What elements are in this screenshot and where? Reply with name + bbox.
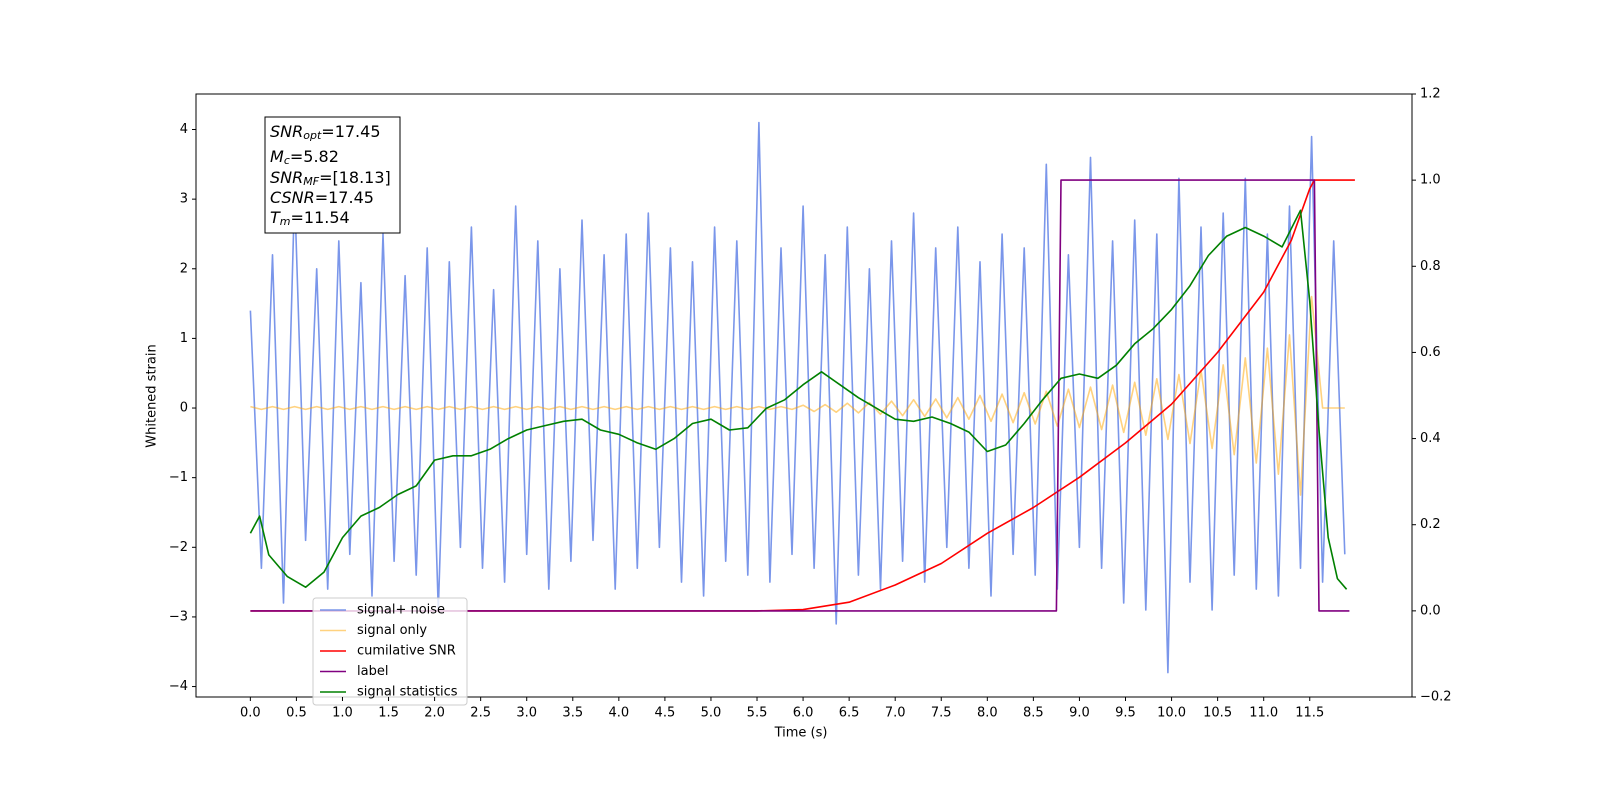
legend: signal+ noise signal only cumilative SNR la… <box>312 597 468 706</box>
y-tick-label: 2 <box>180 261 188 276</box>
annotation-subscript: opt <box>303 129 322 142</box>
x-tick-label: 11.0 <box>1249 706 1278 721</box>
annotation-symbol: CSNR <box>270 188 315 207</box>
y-axis-label: Whitened strain <box>145 344 160 447</box>
annotation-line: SNRopt=17.45 <box>270 122 381 143</box>
plot-area <box>249 121 1355 674</box>
annotation-line: SNRMF=[18.13] <box>270 168 391 189</box>
x-tick-label: 9.0 <box>1069 706 1090 721</box>
x-tick-label: 5.0 <box>701 706 722 721</box>
legend-label: signal+ noise <box>357 603 445 618</box>
annotation-subscript: m <box>280 215 291 228</box>
annotation-symbol: M <box>270 147 284 166</box>
y-tick-label: 1 <box>180 331 188 346</box>
x-tick-label: 3.5 <box>562 706 583 721</box>
legend-label: cumilative SNR <box>357 644 456 659</box>
x-tick-label: 10.5 <box>1203 706 1232 721</box>
x-tick-label: 6.0 <box>793 706 814 721</box>
x-tick-label: 7.5 <box>931 706 952 721</box>
x-tick-label: 9.5 <box>1115 706 1136 721</box>
annotation-line: Tm=11.54 <box>270 208 350 229</box>
annotation-value: =11.54 <box>291 208 350 227</box>
legend-label: label <box>357 664 388 679</box>
annotation-value: =5.82 <box>290 147 339 166</box>
y-tick-label: 4 <box>180 122 188 137</box>
y2-tick-label: 1.2 <box>1420 87 1441 102</box>
series-line <box>250 179 1350 612</box>
legend-label: signal only <box>357 623 427 638</box>
x-tick-label: 11.5 <box>1295 706 1324 721</box>
x-tick-label: 8.5 <box>1023 706 1044 721</box>
y2-tick-label: 0.6 <box>1420 345 1441 360</box>
y-tick-label: −2 <box>169 540 188 555</box>
x-tick-label: 0.5 <box>286 706 307 721</box>
annotation-line: CSNR=17.45 <box>270 188 374 207</box>
y-tick-label: −3 <box>169 609 188 624</box>
x-tick-label: 2.5 <box>470 706 491 721</box>
annotation-symbol: SNR <box>270 122 303 141</box>
y-tick-label: −4 <box>169 679 188 694</box>
x-tick-label: 3.0 <box>516 706 537 721</box>
annotation-line: Mc=5.82 <box>270 147 339 168</box>
axes-frame <box>195 93 1413 698</box>
y2-tick-label: −0.2 <box>1420 690 1452 705</box>
x-tick-label: 7.0 <box>885 706 906 721</box>
x-tick-label: 2.0 <box>424 706 445 721</box>
x-tick-label: 1.0 <box>332 706 353 721</box>
y2-tick-label: 0.4 <box>1420 431 1441 446</box>
x-tick-label: 0.0 <box>240 706 261 721</box>
annotation-symbol: T <box>270 208 281 227</box>
legend-label: signal statistics <box>357 685 458 700</box>
legend-frame <box>312 597 468 706</box>
x-tick-label: 10.0 <box>1157 706 1186 721</box>
y2-tick-label: 1.0 <box>1420 173 1441 188</box>
annotation-subscript: c <box>284 154 290 167</box>
annotation-value: =17.45 <box>315 188 374 207</box>
x-tick-label: 8.0 <box>977 706 998 721</box>
series-line <box>250 179 1355 612</box>
y2-tick-label: 0.2 <box>1420 517 1441 532</box>
annotation-frame <box>264 116 401 234</box>
series-line <box>250 295 1345 496</box>
annotation-value: =[18.13] <box>319 168 391 187</box>
series-line <box>249 121 1346 674</box>
y-tick-label: 3 <box>180 192 188 207</box>
annotation-subscript: MF <box>303 175 319 188</box>
annotation-value: =17.45 <box>321 122 380 141</box>
y2-tick-label: 0.0 <box>1420 603 1441 618</box>
x-tick-label: 1.5 <box>378 706 399 721</box>
y-tick-label: 0 <box>180 401 188 416</box>
x-tick-label: 5.5 <box>747 706 768 721</box>
series-line <box>249 209 1348 590</box>
annotation-symbol: SNR <box>270 168 303 187</box>
x-tick-label: 4.5 <box>655 706 676 721</box>
y-tick-label: −1 <box>169 470 188 485</box>
y2-tick-label: 0.8 <box>1420 259 1441 274</box>
x-tick-label: 6.5 <box>839 706 860 721</box>
x-tick-label: 4.0 <box>608 706 629 721</box>
annotation-box: SNRopt=17.45Mc=5.82SNRMF=[18.13]CSNR=17.… <box>264 116 401 234</box>
x-axis-label: Time (s) <box>774 726 828 741</box>
